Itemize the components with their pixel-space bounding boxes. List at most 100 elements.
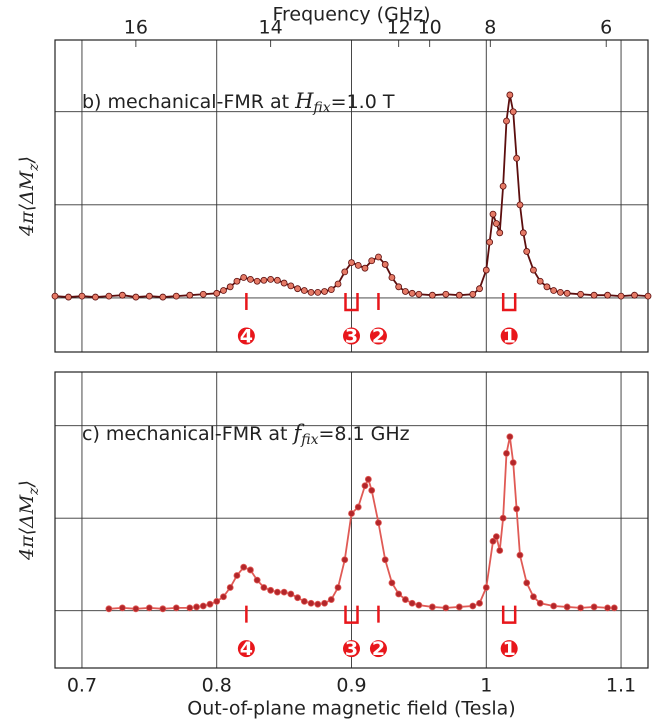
data-point xyxy=(506,433,514,441)
data-point xyxy=(408,289,416,297)
ylabel-close: ⟩ xyxy=(16,156,38,164)
data-point xyxy=(402,596,409,603)
data-point xyxy=(442,604,450,612)
data-point xyxy=(233,572,241,579)
panel-title: b) mechanical-FMR at Hfix=1.0 T xyxy=(82,89,395,117)
title-symbol: H xyxy=(294,89,314,113)
data-point xyxy=(280,279,288,287)
data-point xyxy=(513,505,520,513)
data-point xyxy=(617,292,625,300)
data-point xyxy=(492,220,500,227)
x-tick-label: 1 xyxy=(480,675,492,697)
data-point xyxy=(476,285,483,293)
data-point xyxy=(375,253,382,261)
data-point xyxy=(247,566,254,574)
data-point xyxy=(556,288,564,296)
data-point xyxy=(354,261,362,269)
y-axis-label: 4π⟨ΔMz⟩ xyxy=(16,156,42,237)
data-point xyxy=(159,293,167,301)
title-suffix: =8.1 GHz xyxy=(318,423,409,445)
title-suffix: =1.0 T xyxy=(331,91,395,113)
data-point xyxy=(489,210,497,218)
data-point xyxy=(492,533,500,541)
data-point xyxy=(132,293,140,301)
title-prefix: c) mechanical-FMR at xyxy=(82,423,293,445)
x-tick-label: 0.8 xyxy=(202,675,232,697)
data-point xyxy=(604,291,611,299)
annotation-label: 3 xyxy=(345,638,358,660)
x2-tick-label: 10 xyxy=(418,17,442,39)
data-point xyxy=(260,584,268,591)
data-point xyxy=(361,482,369,490)
x2-tick-label: 14 xyxy=(259,17,283,39)
data-point xyxy=(92,293,99,301)
data-point xyxy=(220,593,227,601)
data-point xyxy=(186,604,194,612)
data-point xyxy=(206,600,214,608)
data-point xyxy=(78,292,86,300)
annotation-badge xyxy=(500,327,518,345)
data-point xyxy=(186,291,194,299)
data-point xyxy=(321,288,328,295)
data-point xyxy=(402,288,409,295)
data-point xyxy=(476,599,483,607)
data-point xyxy=(240,274,248,281)
plot-frame xyxy=(54,371,649,669)
data-point xyxy=(577,604,585,612)
data-point xyxy=(415,601,423,609)
annotation-badge xyxy=(369,640,387,658)
data-point xyxy=(132,605,140,613)
data-point xyxy=(590,291,598,299)
data-point xyxy=(172,604,180,612)
annotation-label: 3 xyxy=(345,325,358,347)
annotation-label: 1 xyxy=(503,638,516,660)
data-point xyxy=(334,280,342,288)
data-point xyxy=(300,598,308,605)
annotation-badge xyxy=(237,327,255,345)
data-point xyxy=(442,290,450,298)
data-point xyxy=(287,282,295,290)
bracket-marker xyxy=(344,292,359,312)
data-point xyxy=(516,551,524,559)
annotation-badge xyxy=(369,327,387,345)
data-point xyxy=(395,283,403,291)
data-point xyxy=(307,288,315,296)
data-point xyxy=(118,291,126,299)
data-point xyxy=(287,590,295,598)
data-point xyxy=(590,603,598,611)
data-point xyxy=(496,547,504,554)
data-point xyxy=(145,604,153,612)
data-point xyxy=(294,285,301,293)
data-point xyxy=(105,605,113,613)
data-point xyxy=(240,563,248,571)
data-point xyxy=(543,283,551,291)
x-axis-label: Out-of-plane magnetic field (Tesla) xyxy=(187,698,515,720)
data-point xyxy=(381,556,389,564)
data-point xyxy=(395,590,403,598)
data-point xyxy=(273,276,281,284)
title-prefix: b) mechanical-FMR at xyxy=(82,91,295,113)
data-point xyxy=(388,579,396,587)
annotation-label: 4 xyxy=(240,325,253,347)
annotation-badge xyxy=(343,640,360,658)
data-point xyxy=(199,290,207,298)
data-point xyxy=(199,602,207,610)
data-point xyxy=(550,602,558,610)
data-point xyxy=(273,588,281,596)
data-point xyxy=(334,584,342,591)
data-point xyxy=(381,261,389,268)
data-point xyxy=(530,266,537,274)
data-point xyxy=(523,248,531,255)
data-point xyxy=(563,603,571,611)
annotation-label: 2 xyxy=(372,325,385,347)
data-point xyxy=(341,268,349,276)
data-point xyxy=(172,292,180,300)
data-point xyxy=(213,598,221,605)
ylabel-close: ⟩ xyxy=(16,480,38,488)
data-point xyxy=(516,201,524,209)
x2-tick-label: 12 xyxy=(387,17,411,39)
data-point xyxy=(118,604,126,612)
x2-tick-label: 16 xyxy=(124,17,148,39)
x2-tick-label: 8 xyxy=(484,17,496,39)
